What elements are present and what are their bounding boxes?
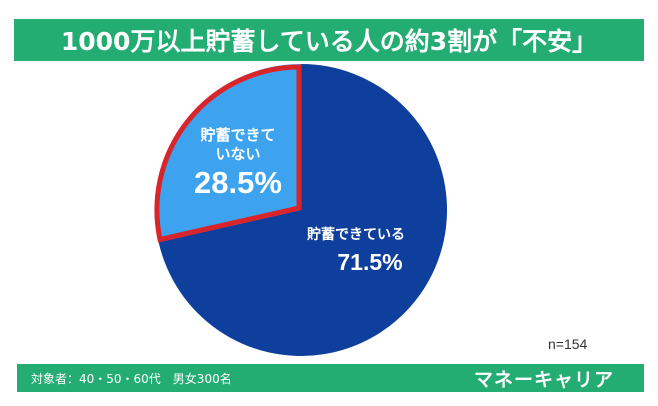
label-saving-line1: 貯蓄できている — [307, 227, 405, 243]
slice-saving — [158, 63, 448, 356]
label-not-saving-line2: いない — [215, 145, 261, 163]
label-not-saving: 貯蓄できて いない 28.5% — [188, 126, 288, 202]
highlight-outline — [154, 64, 302, 243]
survey-target-note: 対象者：40・50・60代 男女300名 — [31, 372, 232, 386]
title-banner: 1000万以上貯蓄している人の約3割が「不安」 — [14, 19, 644, 61]
label-saving-value: 71.5% — [337, 249, 403, 275]
label-not-saving-line1: 貯蓄できて — [200, 126, 276, 144]
label-saving: 貯蓄できている 71.5% — [296, 225, 416, 279]
sample-size: n=154 — [548, 336, 588, 352]
slice-not-saving — [155, 64, 301, 243]
footer-bar: 対象者：40・50・60代 男女300名 マネーキャリア — [17, 364, 644, 392]
brand-logo: マネーキャリア — [473, 369, 614, 391]
chart-title: 1000万以上貯蓄している人の約3割が「不安」 — [60, 27, 598, 56]
label-not-saving-value: 28.5% — [194, 165, 282, 200]
